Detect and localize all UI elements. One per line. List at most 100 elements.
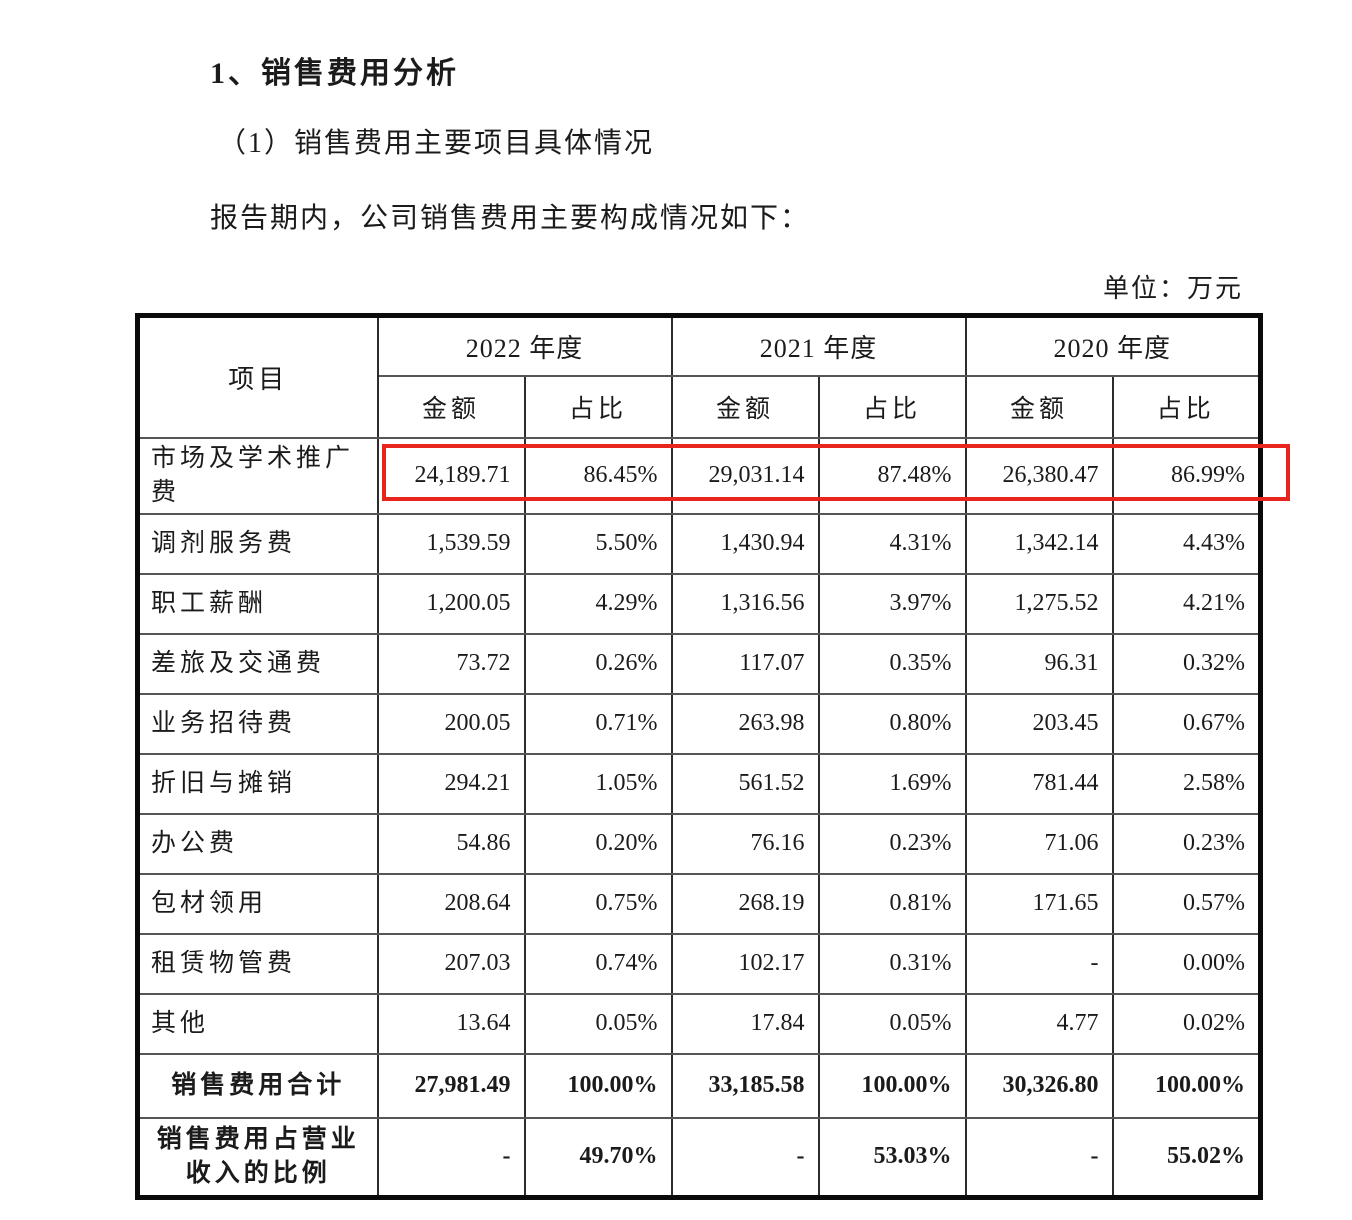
ratio-cell: 100.00% — [817, 1052, 967, 1119]
year-header-2022: 2022 年度 — [376, 314, 673, 377]
amount-cell: - — [670, 1116, 820, 1199]
table-row-revenue-ratio: 销售费用占营业收入的比例 - 49.70% - 53.03% - 55.02% — [136, 1116, 1262, 1199]
row-label: 差旅及交通费 — [136, 632, 379, 695]
table-row-dispensing: 调剂服务费 1,539.59 5.50% 1,430.94 4.31% 1,34… — [136, 512, 1262, 575]
amount-cell: 781.44 — [964, 752, 1114, 815]
amount-cell: 208.64 — [376, 872, 526, 935]
ratio-cell: 3.97% — [817, 572, 967, 635]
unit-label: 单位：万元 — [1102, 274, 1243, 303]
table-row-rent: 租赁物管费 207.03 0.74% 102.17 0.31% - 0.00% — [136, 932, 1262, 995]
amount-cell: 203.45 — [964, 692, 1114, 755]
amount-cell: 1,430.94 — [670, 512, 820, 575]
row-label: 其他 — [136, 992, 379, 1055]
ratio-cell: 0.05% — [817, 992, 967, 1055]
table-row-total: 销售费用合计 27,981.49 100.00% 33,185.58 100.0… — [136, 1052, 1262, 1119]
amount-cell: 200.05 — [376, 692, 526, 755]
ratio-cell: 4.21% — [1111, 572, 1262, 635]
amount-cell: 1,275.52 — [964, 572, 1114, 635]
amount-cell: 96.31 — [964, 632, 1114, 695]
table-row-office: 办公费 54.86 0.20% 76.16 0.23% 71.06 0.23% — [136, 812, 1262, 875]
ratio-cell: 4.29% — [523, 572, 673, 635]
ratio-cell: 2.58% — [1111, 752, 1262, 815]
ratio-cell: 0.32% — [1111, 632, 1262, 695]
ratio-cell: 86.99% — [1111, 436, 1262, 515]
amount-cell: - — [964, 1116, 1114, 1199]
ratio-cell: 0.57% — [1111, 872, 1262, 935]
ratio-cell: 87.48% — [817, 436, 967, 515]
ratio-cell: 53.03% — [817, 1116, 967, 1199]
year-header-2021: 2021 年度 — [670, 314, 967, 377]
amount-cell: 71.06 — [964, 812, 1114, 875]
ratio-cell: 0.81% — [817, 872, 967, 935]
expense-table-container: 项目 2022 年度 2021 年度 2020 年度 金额 占比 金额 占比 金… — [135, 313, 1264, 1200]
amount-cell: 1,316.56 — [670, 572, 820, 635]
amount-cell: - — [964, 932, 1114, 995]
item-column-header: 项目 — [136, 314, 379, 439]
ratio-cell: 0.31% — [817, 932, 967, 995]
ratio-cell: 4.43% — [1111, 512, 1262, 575]
amount-cell: 73.72 — [376, 632, 526, 695]
ratio-cell: 0.67% — [1111, 692, 1262, 755]
table-row-other: 其他 13.64 0.05% 17.84 0.05% 4.77 0.02% — [136, 992, 1262, 1055]
ratio-cell: 0.74% — [523, 932, 673, 995]
amount-cell: 117.07 — [670, 632, 820, 695]
amount-cell: 263.98 — [670, 692, 820, 755]
year-header-2020: 2020 年度 — [964, 314, 1262, 377]
amount-cell: 4.77 — [964, 992, 1114, 1055]
ratio-header-2022: 占比 — [523, 374, 673, 439]
ratio-cell: 0.02% — [1111, 992, 1262, 1055]
table-row-salary: 职工薪酬 1,200.05 4.29% 1,316.56 3.97% 1,275… — [136, 572, 1262, 635]
row-label: 调剂服务费 — [136, 512, 379, 575]
ratio-cell: 0.80% — [817, 692, 967, 755]
amount-cell: 207.03 — [376, 932, 526, 995]
table-row-entertainment: 业务招待费 200.05 0.71% 263.98 0.80% 203.45 0… — [136, 692, 1262, 755]
section-heading: （1）销售费用主要项目具体情况 — [218, 128, 655, 159]
amount-cell: 30,326.80 — [964, 1052, 1114, 1119]
amount-cell: 1,200.05 — [376, 572, 526, 635]
amount-cell: 27,981.49 — [376, 1052, 526, 1119]
amount-header-2021: 金额 — [670, 374, 820, 439]
amount-cell: 17.84 — [670, 992, 820, 1055]
amount-cell: 24,189.71 — [376, 436, 526, 515]
amount-cell: 29,031.14 — [670, 436, 820, 515]
amount-cell: 1,342.14 — [964, 512, 1114, 575]
table-row-packaging: 包材领用 208.64 0.75% 268.19 0.81% 171.65 0.… — [136, 872, 1262, 935]
ratio-cell: 100.00% — [1111, 1052, 1262, 1119]
ratio-cell: 5.50% — [523, 512, 673, 575]
ratio-cell: 86.45% — [523, 436, 673, 515]
amount-cell: 54.86 — [376, 812, 526, 875]
amount-cell: 268.19 — [670, 872, 820, 935]
table-row-travel: 差旅及交通费 73.72 0.26% 117.07 0.35% 96.31 0.… — [136, 632, 1262, 695]
table-row-depreciation: 折旧与摊销 294.21 1.05% 561.52 1.69% 781.44 2… — [136, 752, 1262, 815]
ratio-cell: 0.23% — [1111, 812, 1262, 875]
amount-cell: 33,185.58 — [670, 1052, 820, 1119]
ratio-cell: 4.31% — [817, 512, 967, 575]
ratio-cell: 55.02% — [1111, 1116, 1262, 1199]
ratio-cell: 0.35% — [817, 632, 967, 695]
ratio-cell: 0.26% — [523, 632, 673, 695]
row-label: 销售费用占营业收入的比例 — [136, 1116, 379, 1199]
amount-cell: 13.64 — [376, 992, 526, 1055]
ratio-cell: 1.05% — [523, 752, 673, 815]
amount-cell: 294.21 — [376, 752, 526, 815]
amount-header-2020: 金额 — [964, 374, 1114, 439]
ratio-cell: 0.00% — [1111, 932, 1262, 995]
amount-header-2022: 金额 — [376, 374, 526, 439]
row-label: 折旧与摊销 — [136, 752, 379, 815]
ratio-cell: 0.05% — [523, 992, 673, 1055]
ratio-cell: 100.00% — [523, 1052, 673, 1119]
amount-cell: - — [376, 1116, 526, 1199]
page-title: 1、销售费用分析 — [210, 57, 459, 90]
ratio-cell: 1.69% — [817, 752, 967, 815]
amount-cell: 26,380.47 — [964, 436, 1114, 515]
intro-paragraph: 报告期内，公司销售费用主要构成情况如下： — [210, 203, 811, 234]
ratio-header-2021: 占比 — [817, 374, 967, 439]
row-label: 市场及学术推广费 — [136, 436, 379, 515]
ratio-cell: 0.23% — [817, 812, 967, 875]
ratio-cell: 0.71% — [523, 692, 673, 755]
expense-table: 项目 2022 年度 2021 年度 2020 年度 金额 占比 金额 占比 金… — [135, 313, 1264, 1200]
amount-cell: 1,539.59 — [376, 512, 526, 575]
row-label: 包材领用 — [136, 872, 379, 935]
ratio-cell: 0.20% — [523, 812, 673, 875]
amount-cell: 561.52 — [670, 752, 820, 815]
